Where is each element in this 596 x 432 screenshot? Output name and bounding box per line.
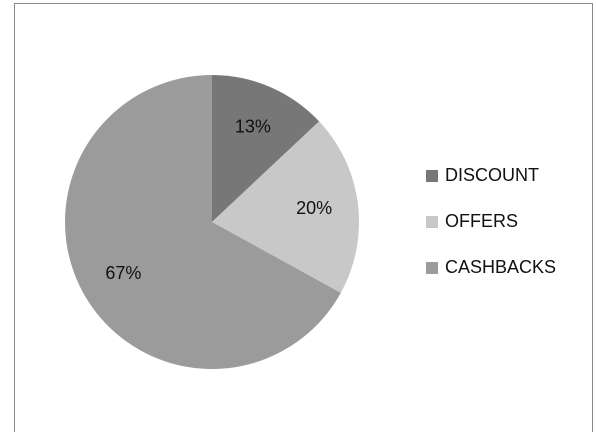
- data-label: 20%: [296, 198, 332, 218]
- legend-swatch: [426, 170, 438, 182]
- legend-swatch: [426, 216, 438, 228]
- data-label: 13%: [235, 116, 271, 136]
- pie-slice: [212, 75, 320, 222]
- legend-label: OFFERS: [445, 211, 518, 231]
- legend-label: CASHBACKS: [445, 257, 556, 277]
- pie-slice: [212, 121, 359, 293]
- legend-label: DISCOUNT: [445, 165, 539, 185]
- data-label: 67%: [105, 263, 141, 283]
- chart-frame: [14, 3, 593, 432]
- pie-slice: [64, 75, 341, 369]
- legend-swatch: [426, 262, 438, 274]
